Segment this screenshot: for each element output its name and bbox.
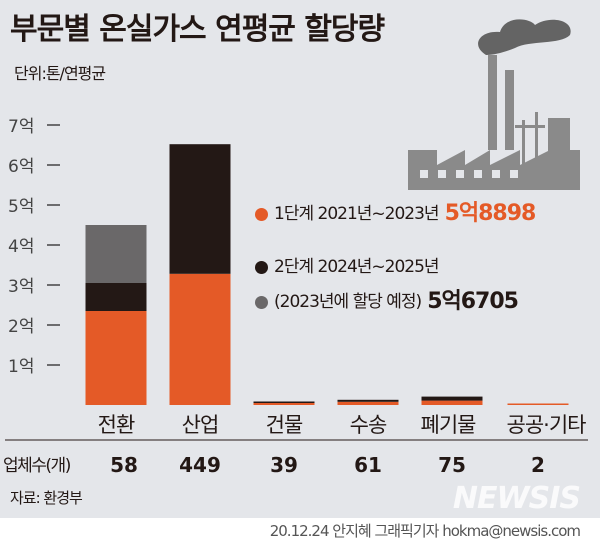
legend-dot-icon — [255, 260, 268, 274]
footer-bar — [0, 518, 600, 545]
x-tick-label: 수송 — [350, 413, 387, 437]
source-label: 자료: 환경부 — [10, 489, 83, 507]
bar-segment — [421, 396, 483, 401]
x-tick-label: 산업 — [182, 413, 219, 437]
x-tick-label: 전환 — [98, 413, 135, 437]
y-tick-label: 7억 — [8, 117, 34, 137]
bar-segment — [337, 399, 399, 402]
legend-reserve: (2023년에 할당 예정) 5억6705 — [255, 289, 519, 314]
legend-total: 5억8898 — [444, 201, 537, 226]
newsis-logo: NEWSIS — [452, 481, 581, 516]
legend-phase1: 1단계 2021년~2023년 5억8898 — [255, 201, 537, 226]
bar-segment — [85, 311, 147, 405]
legend-label: (2023년에 할당 예정) — [274, 291, 422, 312]
bar-segment — [253, 401, 315, 403]
y-tick-label: 1억 — [8, 357, 34, 377]
company-count: 58 — [110, 453, 138, 477]
bar-segment — [253, 403, 315, 405]
bar-segment — [169, 273, 231, 405]
company-count: 61 — [354, 453, 382, 477]
bar-segment — [85, 225, 147, 283]
factory-icon — [408, 19, 580, 190]
y-tick-label: 4억 — [8, 237, 34, 257]
y-tick-label: 6억 — [8, 157, 34, 177]
bar-segment — [169, 144, 231, 274]
bar-segment — [507, 403, 569, 405]
company-count: 75 — [438, 453, 466, 477]
bar-segment — [85, 283, 147, 311]
legend-label: 2단계 2024년~2025년 — [274, 257, 440, 277]
y-tick-label: 3억 — [8, 277, 34, 297]
legend-label: 1단계 2021년~2023년 — [274, 203, 440, 224]
x-tick-label: 공공·기타 — [507, 413, 587, 437]
company-count: 449 — [179, 453, 221, 477]
y-tick-label: 2억 — [8, 317, 34, 337]
y-tick-label: 5억 — [8, 197, 34, 217]
legend-phase2: 2단계 2024년~2025년 — [255, 257, 440, 277]
row-label: 업체수(개) — [3, 456, 71, 476]
legend-dot-icon — [255, 295, 268, 309]
credit-line: 20.12.24 안지혜 그래픽기자 hokma@newsis.com — [269, 522, 581, 540]
bar-segment — [421, 400, 483, 405]
chart: 1억 2억 3억 4억 5억 6억 7억 전환 산업 건물 수송 폐기물 공공·기타 58 449 39 6… — [3, 19, 588, 477]
unit-label: 단위:톤/연평균 — [14, 64, 106, 83]
company-count: 2 — [531, 453, 545, 477]
x-tick-label: 건물 — [266, 413, 303, 437]
company-count: 39 — [270, 453, 298, 477]
x-tick-label: 폐기물 — [421, 413, 477, 437]
legend-dot-icon — [255, 207, 268, 221]
bar-segment — [337, 401, 399, 405]
chart-title: 부문별 온실가스 연평균 할당량 — [10, 12, 385, 47]
legend-total: 5억6705 — [427, 289, 519, 314]
